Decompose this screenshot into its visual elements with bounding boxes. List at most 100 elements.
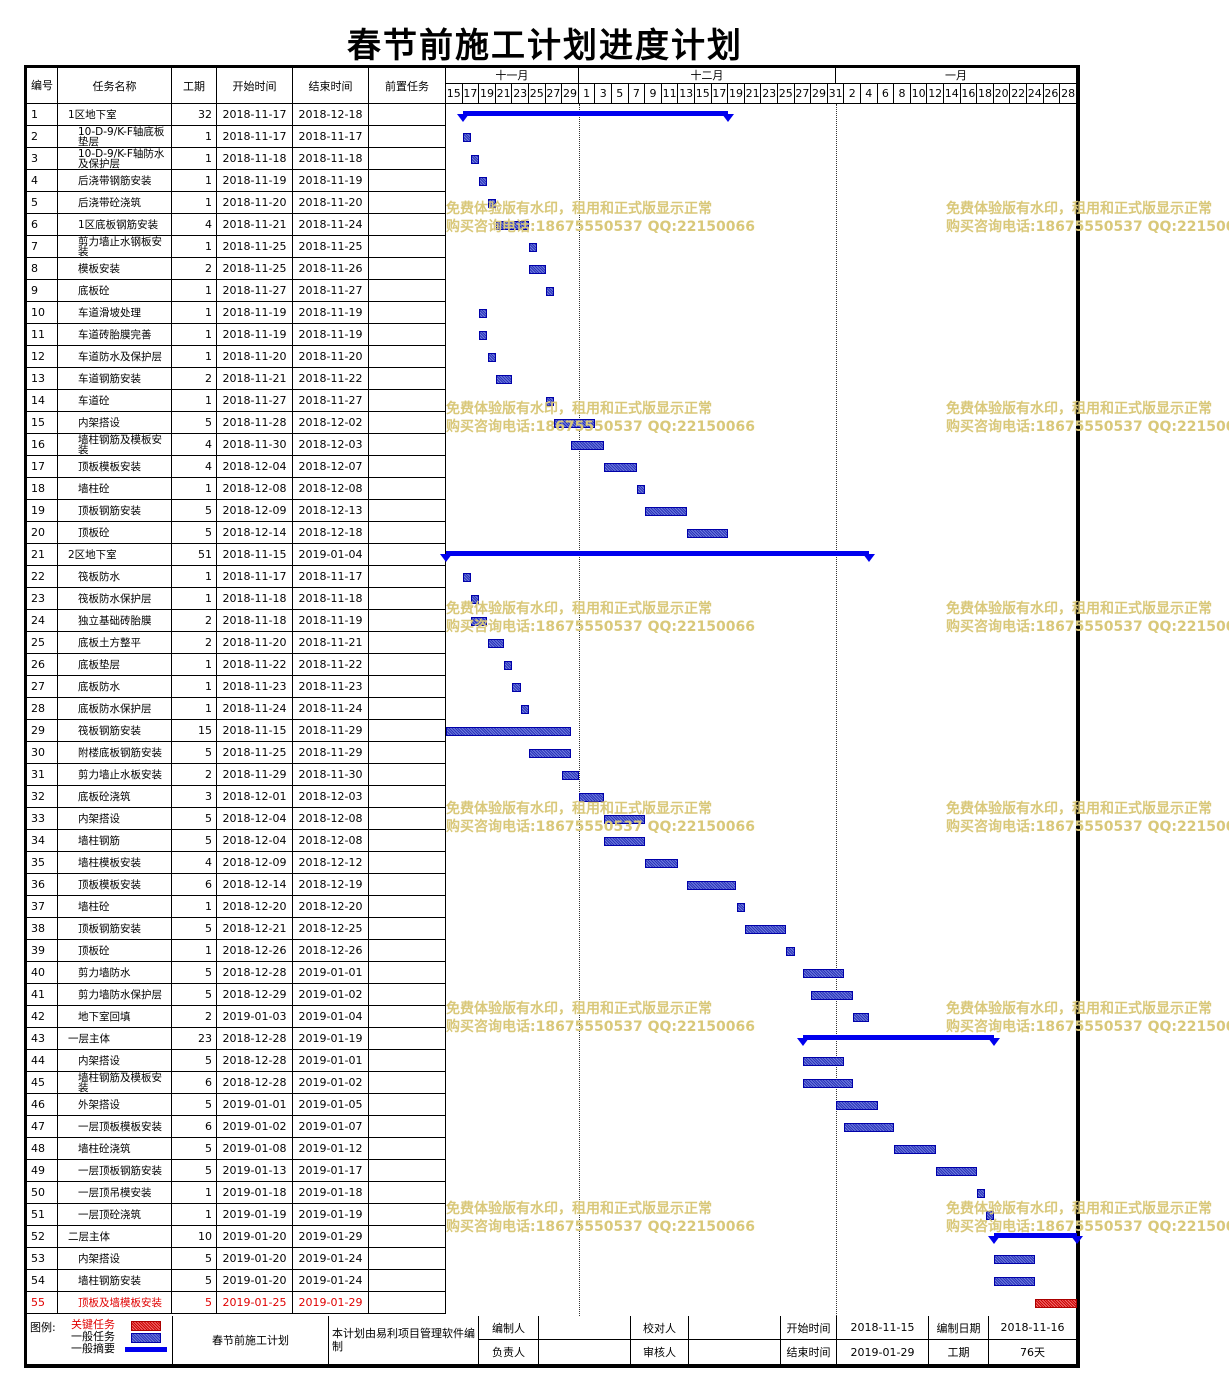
task-predecessor (369, 236, 446, 258)
task-bar[interactable] (495, 221, 529, 230)
task-bar[interactable] (529, 265, 546, 274)
task-no: 49 (27, 1160, 58, 1182)
task-end: 2018-12-07 (293, 456, 369, 478)
month-divider (578, 104, 580, 1316)
task-bar[interactable] (802, 969, 845, 978)
watermark: 免费体验版有水印，租用和正式版显示正常 购买咨询电话:18675550537 QQ… (946, 201, 1229, 235)
task-end: 2018-11-22 (293, 368, 369, 390)
task-no: 20 (27, 522, 58, 544)
summary-bar-end-icon (722, 114, 735, 122)
task-start: 2018-12-28 (217, 1050, 293, 1072)
task-bar[interactable] (470, 617, 488, 626)
task-bar[interactable] (529, 243, 538, 252)
task-predecessor (369, 1094, 446, 1116)
task-bar[interactable] (603, 463, 637, 472)
task-predecessor (369, 654, 446, 676)
task-bar[interactable] (512, 683, 521, 692)
task-bar[interactable] (935, 1167, 978, 1176)
task-bar[interactable] (487, 639, 505, 648)
summary-bar[interactable] (993, 1233, 1077, 1238)
summary-bar[interactable] (462, 111, 729, 116)
task-end: 2018-11-29 (293, 742, 369, 764)
task-bar[interactable] (529, 749, 571, 758)
task-predecessor (369, 1204, 446, 1226)
task-bar[interactable] (744, 925, 787, 934)
task-name: 顶板砼 (58, 940, 172, 962)
task-bar[interactable] (603, 815, 646, 824)
task-bar[interactable] (786, 947, 795, 956)
task-bar[interactable] (446, 727, 571, 736)
task-duration: 5 (172, 500, 217, 522)
task-end: 2018-11-18 (293, 588, 369, 610)
task-start: 2019-01-08 (217, 1138, 293, 1160)
task-bar[interactable] (985, 1211, 994, 1220)
task-bar[interactable] (470, 595, 480, 604)
task-predecessor (369, 1138, 446, 1160)
task-start: 2018-12-09 (217, 852, 293, 874)
task-bar[interactable] (479, 309, 488, 318)
task-predecessor (369, 324, 446, 346)
task-bar[interactable] (802, 1079, 853, 1088)
task-bar[interactable] (570, 441, 604, 450)
task-predecessor (369, 104, 446, 126)
task-bar[interactable] (470, 155, 480, 164)
task-bar[interactable] (852, 1013, 870, 1022)
task-bar[interactable] (545, 397, 554, 406)
watermark: 免费体验版有水印，租用和正式版显示正常 购买咨询电话:18675550537 QQ… (446, 601, 755, 635)
task-bar[interactable] (993, 1255, 1036, 1264)
task-end: 2018-12-20 (293, 896, 369, 918)
task-bar[interactable] (495, 375, 513, 384)
task-bar[interactable] (811, 991, 853, 1000)
task-bar[interactable] (603, 837, 646, 846)
task-bar[interactable] (462, 133, 471, 142)
end-value: 2019-01-29 (837, 1340, 929, 1365)
task-bar[interactable] (578, 793, 604, 802)
task-bar[interactable] (504, 661, 513, 670)
task-bar[interactable] (993, 1277, 1036, 1286)
task-name: 墙柱钢筋安装 (58, 1270, 172, 1292)
task-bar[interactable] (636, 485, 646, 494)
task-no: 27 (27, 676, 58, 698)
task-bar[interactable] (894, 1145, 936, 1154)
task-bar[interactable] (479, 177, 488, 186)
owner-value (539, 1340, 631, 1365)
task-bar[interactable] (686, 529, 729, 538)
task-end: 2019-01-19 (293, 1204, 369, 1226)
task-bar[interactable] (645, 507, 687, 516)
watermark: 免费体验版有水印，租用和正式版显示正常 购买咨询电话:18675550537 QQ… (446, 201, 755, 235)
task-name: 底板土方整平 (58, 632, 172, 654)
task-bar[interactable] (479, 331, 488, 340)
task-bar[interactable] (836, 1101, 878, 1110)
task-bar[interactable] (686, 881, 737, 890)
task-end: 2018-11-27 (293, 280, 369, 302)
task-end: 2019-01-18 (293, 1182, 369, 1204)
task-name: 内架搭设 (58, 1248, 172, 1270)
header-predecessor: 前置任务 (369, 68, 446, 104)
task-bar[interactable] (487, 199, 496, 208)
task-bar[interactable] (645, 859, 679, 868)
task-bar[interactable] (487, 353, 496, 362)
critical-task-bar[interactable] (1035, 1299, 1077, 1308)
task-no: 55 (27, 1292, 58, 1314)
task-bar[interactable] (844, 1123, 895, 1132)
summary-bar-end-icon (796, 1038, 809, 1046)
task-end: 2019-01-02 (293, 984, 369, 1006)
task-bar[interactable] (977, 1189, 986, 1198)
summary-bar[interactable] (802, 1035, 994, 1040)
task-no: 37 (27, 896, 58, 918)
task-no: 48 (27, 1138, 58, 1160)
summary-bar[interactable] (446, 551, 870, 556)
task-duration: 15 (172, 720, 217, 742)
task-name: 顶板钢筋安装 (58, 918, 172, 940)
task-bar[interactable] (553, 419, 596, 428)
task-predecessor (369, 1248, 446, 1270)
task-bar[interactable] (562, 771, 579, 780)
task-bar[interactable] (736, 903, 745, 912)
task-bar[interactable] (802, 1057, 845, 1066)
task-predecessor (369, 720, 446, 742)
task-bar[interactable] (520, 705, 529, 714)
task-name: 顶板钢筋安装 (58, 500, 172, 522)
task-bar[interactable] (545, 287, 554, 296)
task-end: 2019-01-04 (293, 544, 369, 566)
task-bar[interactable] (462, 573, 471, 582)
